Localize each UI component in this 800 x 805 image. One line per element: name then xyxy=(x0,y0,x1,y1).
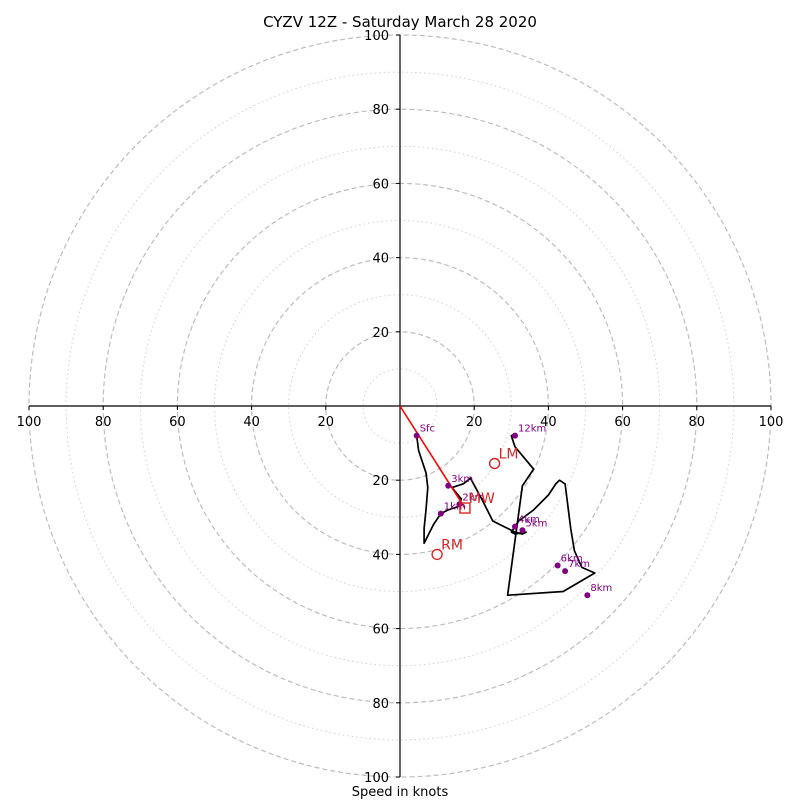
x-tick-label: 20 xyxy=(466,415,483,430)
level-point xyxy=(512,523,519,530)
y-tick-label: 80 xyxy=(372,697,389,712)
level-label: 7km xyxy=(568,559,590,570)
level-label: 6km xyxy=(561,554,583,565)
tick-labels: 100 80 60 40 20 20 40 60 80 100 100 80 60 40 20 20 40 60 8… xyxy=(17,29,784,786)
x-tick-label: 100 xyxy=(759,415,784,430)
hodograph-trace xyxy=(415,433,596,597)
level-label: 12km xyxy=(518,424,546,435)
x-tick-label: 60 xyxy=(169,415,186,430)
y-tick-label: 100 xyxy=(364,771,389,786)
level-label: 5km xyxy=(525,518,547,529)
level-point xyxy=(519,527,526,534)
level-point xyxy=(554,562,561,569)
level-point xyxy=(512,432,519,439)
x-tick-label: 80 xyxy=(689,415,706,430)
storm-motion-marker xyxy=(459,502,471,514)
level-point xyxy=(562,568,569,575)
y-tick-label: 80 xyxy=(372,103,389,118)
level-label: 8km xyxy=(590,583,612,594)
y-tick-label: 20 xyxy=(372,474,389,489)
level-label: 2km xyxy=(462,492,484,503)
storm-motion-label: RM xyxy=(441,537,463,553)
x-tick-label: 60 xyxy=(614,415,631,430)
y-tick-label: 100 xyxy=(364,29,389,44)
y-tick-label: 20 xyxy=(372,326,389,341)
mean-wind-vector xyxy=(399,405,466,509)
level-label: 3km xyxy=(451,474,473,485)
chart-title: CYZV 12Z - Saturday March 28 2020 xyxy=(263,13,537,31)
storm-motion-marker xyxy=(431,548,443,561)
x-tick-label: 100 xyxy=(17,415,42,430)
storm-motion-marker xyxy=(488,457,501,470)
x-axis-label: Speed in knots xyxy=(352,785,449,800)
level-label: 4km xyxy=(518,515,540,526)
storm-motion-label: MW xyxy=(469,491,495,507)
y-tick-label: 40 xyxy=(372,548,389,563)
y-tick-label: 40 xyxy=(372,252,389,267)
y-tick-label: 60 xyxy=(372,177,389,192)
storm-motion-label: LM xyxy=(499,447,519,463)
x-tick-label: 40 xyxy=(243,415,260,430)
level-label: Sfc xyxy=(420,424,435,435)
level-point xyxy=(437,510,444,517)
x-tick-label: 40 xyxy=(540,415,557,430)
y-tick-label: 60 xyxy=(372,623,389,638)
level-point xyxy=(445,482,452,489)
level-point xyxy=(413,432,420,439)
level-point xyxy=(584,592,591,599)
x-tick-label: 80 xyxy=(95,415,112,430)
x-tick-label: 20 xyxy=(318,415,335,430)
level-label: 1km xyxy=(444,502,466,513)
